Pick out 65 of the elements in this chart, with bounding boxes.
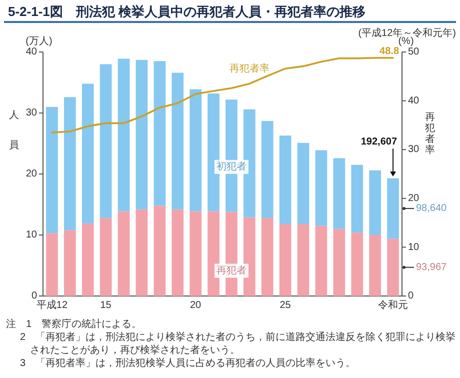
bar: [136, 60, 148, 210]
bar: [190, 89, 202, 212]
y-tick-label: 30: [26, 108, 38, 119]
y2-tick-label: 20: [408, 193, 420, 204]
chart-title: 5-2-1-1図 刑法犯 検挙人員中の再犯者人員・再犯者率の推移: [8, 4, 366, 19]
y-tick-label: 20: [26, 168, 38, 180]
bar: [261, 120, 274, 218]
annotation: 192,607: [360, 136, 398, 148]
bar: [46, 106, 58, 234]
bar: [387, 178, 399, 239]
bar: [315, 226, 328, 296]
bar: [172, 209, 184, 296]
bar: [279, 224, 292, 296]
bar: [64, 230, 76, 296]
text: 3 「再犯者率」は，刑法犯検挙人員に占める再犯者の人員の比率をいう。: [19, 357, 357, 370]
bar: [82, 84, 94, 224]
y-tick-label: 40: [26, 46, 38, 58]
bar: [118, 58, 130, 212]
y2-tick-label: 50: [408, 46, 420, 58]
bar: [297, 142, 310, 224]
bar: [190, 211, 202, 296]
y-tick-label: 10: [26, 230, 38, 241]
bar: [333, 158, 346, 229]
x-tick-label: 令和元: [378, 299, 408, 311]
bar: [118, 211, 130, 296]
bar: [333, 228, 346, 296]
bar: [154, 206, 166, 296]
x-tick-label: 15: [100, 300, 112, 311]
y2-tick-label: 40: [408, 95, 420, 106]
text: (万人): [26, 36, 52, 47]
bar: [387, 238, 399, 296]
text: 注 1 警察庁の統計による。: [6, 318, 143, 331]
bar: [351, 164, 364, 233]
series-label: 再犯者: [216, 264, 246, 276]
series-label: 初犯者: [216, 160, 246, 173]
bar: [369, 235, 381, 296]
bar: [46, 233, 58, 296]
bar: [369, 170, 381, 235]
bar: [64, 97, 76, 230]
bar: [351, 232, 364, 296]
text: (%): [398, 36, 414, 47]
y2-tick-label: 30: [408, 144, 420, 156]
text: 人員: [9, 110, 19, 151]
y-tick-label: 0: [31, 290, 38, 302]
bar: [297, 224, 310, 296]
bar: [100, 218, 112, 296]
bar: [100, 64, 112, 218]
x-tick-label: 平成12: [36, 299, 68, 311]
bar: [261, 218, 274, 296]
bar: [315, 150, 328, 226]
bar: [136, 209, 148, 296]
bar: [172, 72, 184, 210]
bar: [279, 136, 292, 224]
data-label: 48.8: [380, 46, 400, 57]
x-tick-label: 20: [190, 300, 202, 311]
text: 93,967: [416, 262, 448, 273]
bar: [154, 61, 166, 206]
text: 2 「再犯者」は，刑法犯により検挙された者のうち，前に道路交通法違反を除く犯罪により検挙されたことがあり，再び検挙された者をいう。: [19, 331, 456, 357]
bar: [82, 223, 94, 296]
series-label: 再犯者率: [229, 62, 270, 75]
text: 98,640: [416, 203, 448, 214]
y2-axis-title: 再犯者率: [425, 112, 435, 156]
x-tick-label: 25: [280, 300, 292, 311]
y2-tick-label: 0: [408, 290, 414, 302]
y2-tick-label: 10: [408, 242, 420, 253]
